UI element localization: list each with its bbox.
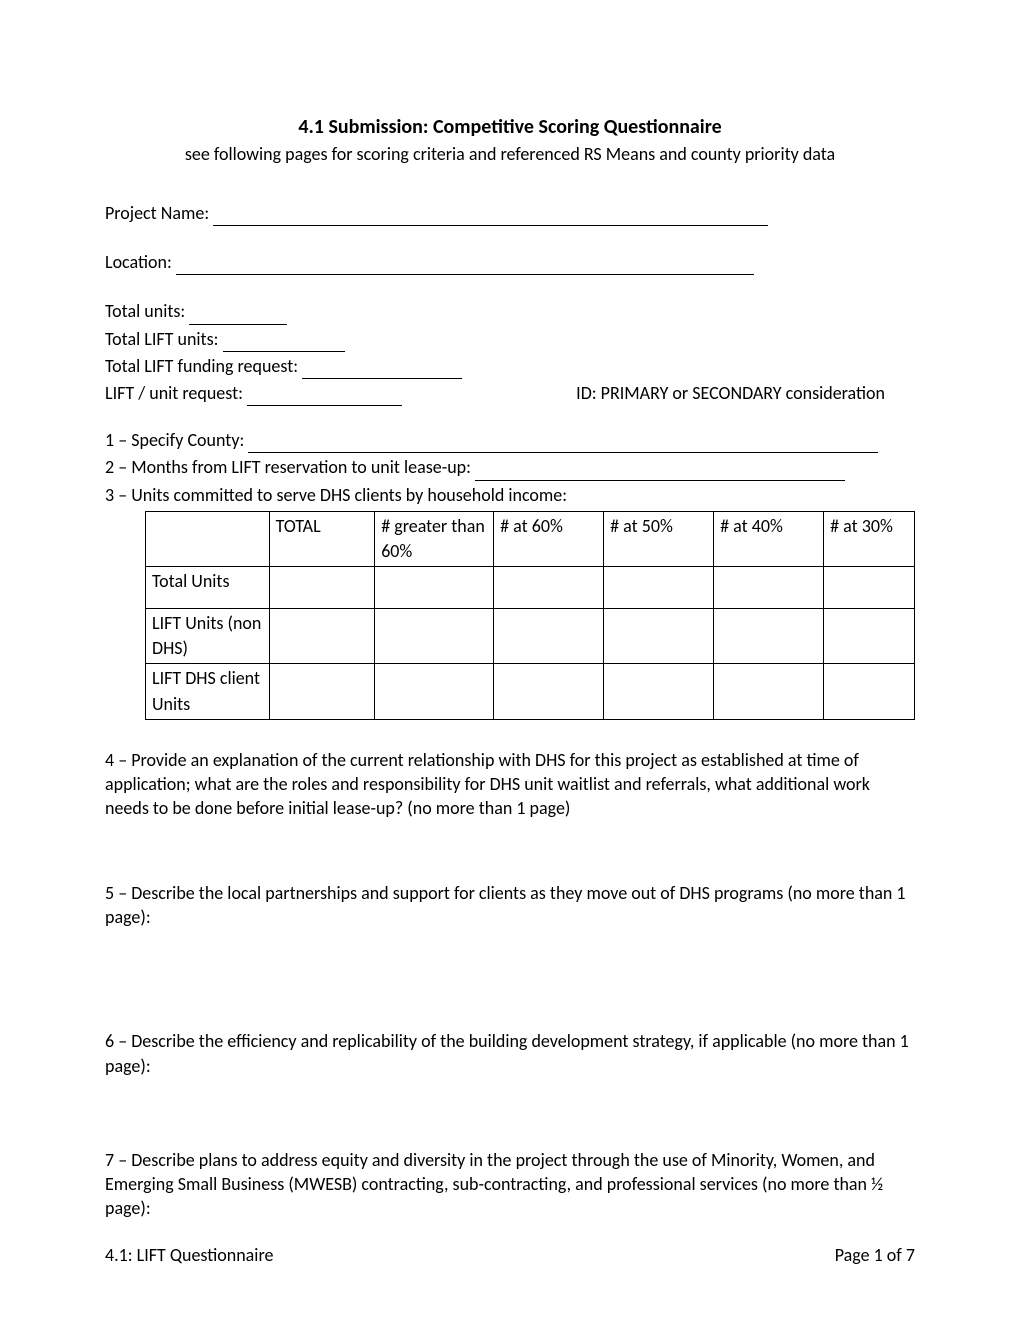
- page-footer: 4.1: LIFT Questionnaire Page 1 of 7: [105, 1244, 915, 1266]
- row-label: Total Units: [146, 567, 270, 609]
- table-cell[interactable]: [375, 609, 494, 664]
- table-header: # at 60%: [494, 511, 604, 566]
- table-row: LIFT DHS client Units: [146, 664, 915, 719]
- page-subtitle: see following pages for scoring criteria…: [105, 143, 915, 165]
- q2-field: 2 – Months from LIFT reservation to unit…: [105, 455, 915, 480]
- table-header: # at 50%: [604, 511, 714, 566]
- q4-text: 4 – Provide an explanation of the curren…: [105, 748, 915, 821]
- table-cell[interactable]: [604, 567, 714, 609]
- q1-label: 1 – Specify County:: [105, 428, 248, 453]
- q3-label: 3 – Units committed to serve DHS clients…: [105, 483, 915, 508]
- table-header: # at 30%: [824, 511, 915, 566]
- total-lift-units-blank[interactable]: [223, 334, 345, 352]
- table-cell[interactable]: [269, 664, 375, 719]
- total-lift-funding-blank[interactable]: [302, 361, 462, 379]
- row-label: LIFT Units (non DHS): [146, 609, 270, 664]
- table-cell[interactable]: [714, 664, 824, 719]
- table-cell[interactable]: [494, 664, 604, 719]
- location-blank[interactable]: [176, 257, 754, 275]
- q1-blank[interactable]: [248, 435, 878, 453]
- table-cell[interactable]: [494, 567, 604, 609]
- q7-text: 7 – Describe plans to address equity and…: [105, 1148, 915, 1221]
- q1-field: 1 – Specify County:: [105, 428, 915, 453]
- table-header: TOTAL: [269, 511, 375, 566]
- total-lift-units-label: Total LIFT units:: [105, 327, 223, 352]
- total-units-blank[interactable]: [189, 307, 287, 325]
- total-units-label: Total units:: [105, 299, 189, 324]
- project-name-label: Project Name:: [105, 201, 213, 226]
- table-header: # at 40%: [714, 511, 824, 566]
- table-cell[interactable]: [824, 609, 915, 664]
- table-cell[interactable]: [494, 609, 604, 664]
- table-header-row: TOTAL # greater than 60% # at 60% # at 5…: [146, 511, 915, 566]
- lift-unit-request-blank[interactable]: [247, 388, 402, 406]
- table-cell[interactable]: [375, 664, 494, 719]
- row-label: LIFT DHS client Units: [146, 664, 270, 719]
- table-cell[interactable]: [375, 567, 494, 609]
- q2-label: 2 – Months from LIFT reservation to unit…: [105, 455, 475, 480]
- footer-left: 4.1: LIFT Questionnaire: [105, 1244, 273, 1266]
- total-lift-funding-field: Total LIFT funding request:: [105, 354, 915, 379]
- table-row: Total Units: [146, 567, 915, 609]
- table-cell[interactable]: [824, 664, 915, 719]
- table-header: # greater than 60%: [375, 511, 494, 566]
- total-lift-funding-label: Total LIFT funding request:: [105, 354, 302, 379]
- table-cell[interactable]: [269, 567, 375, 609]
- q2-blank[interactable]: [475, 463, 845, 481]
- total-units-field: Total units:: [105, 299, 915, 324]
- page: 4.1 Submission: Competitive Scoring Ques…: [0, 0, 1020, 1320]
- project-name-blank[interactable]: [213, 208, 768, 226]
- table-cell[interactable]: [269, 609, 375, 664]
- lift-unit-row: LIFT / unit request: ID: PRIMARY or SECO…: [105, 381, 915, 406]
- q5-text: 5 – Describe the local partnerships and …: [105, 881, 915, 930]
- lift-unit-request-label: LIFT / unit request:: [105, 381, 247, 406]
- form-section: Project Name: Location: Total units: Tot…: [105, 201, 915, 1221]
- units-table: TOTAL # greater than 60% # at 60% # at 5…: [145, 511, 915, 720]
- table-cell[interactable]: [604, 664, 714, 719]
- table-header: [146, 511, 270, 566]
- table-row: LIFT Units (non DHS): [146, 609, 915, 664]
- page-title: 4.1 Submission: Competitive Scoring Ques…: [105, 115, 915, 139]
- table-cell[interactable]: [604, 609, 714, 664]
- table-cell[interactable]: [714, 609, 824, 664]
- project-name-field: Project Name:: [105, 201, 915, 226]
- q6-text: 6 – Describe the efficiency and replicab…: [105, 1029, 915, 1078]
- location-field: Location:: [105, 250, 915, 275]
- table-cell[interactable]: [714, 567, 824, 609]
- table-cell[interactable]: [824, 567, 915, 609]
- footer-right: Page 1 of 7: [835, 1244, 915, 1266]
- location-label: Location:: [105, 250, 176, 275]
- total-lift-units-field: Total LIFT units:: [105, 327, 915, 352]
- id-consideration: ID: PRIMARY or SECONDARY consideration: [576, 381, 915, 406]
